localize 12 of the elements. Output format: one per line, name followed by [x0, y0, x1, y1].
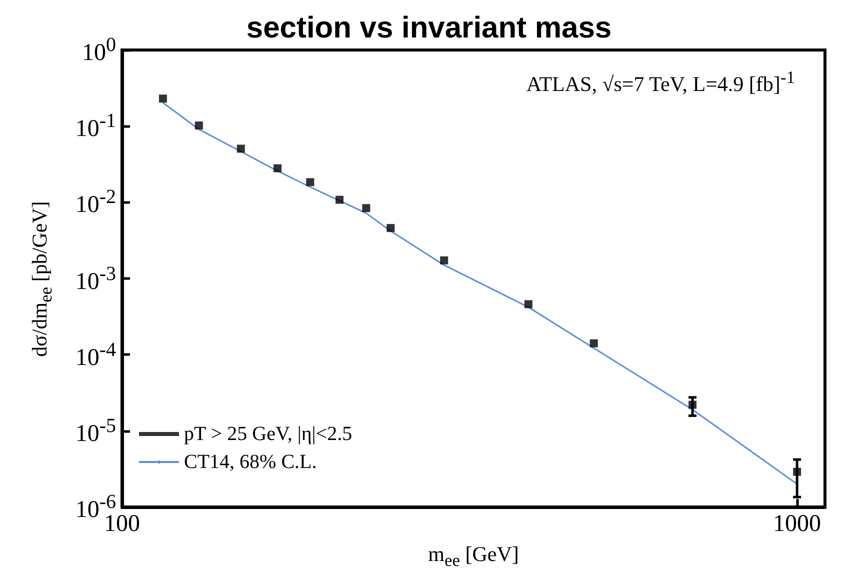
annotation: ATLAS, √s=7 TeV, L=4.9 [fb]$^{-1}$: [526, 67, 795, 96]
x-tick-label: 1000: [773, 511, 822, 538]
legend-label: pT > 25 GeV, |η|<2.5: [184, 423, 352, 445]
chart-title: section vs invariant mass: [246, 12, 612, 44]
y-tick-label: 10$^{-3}$: [75, 262, 116, 295]
legend-label: CT14, 68% C.L.: [184, 451, 317, 473]
y-tick-label: 10$^{-2}$: [75, 186, 116, 219]
y-tick-label: 10$^{-1}$: [75, 110, 116, 142]
y-tick-label: 10$^{0}$: [82, 34, 116, 66]
y-tick-label: 10$^{-4}$: [75, 338, 116, 371]
x-axis-title: m$_{ee}$ [GeV]: [428, 542, 519, 570]
y-tick-label: 10$^{-5}$: [75, 414, 116, 448]
